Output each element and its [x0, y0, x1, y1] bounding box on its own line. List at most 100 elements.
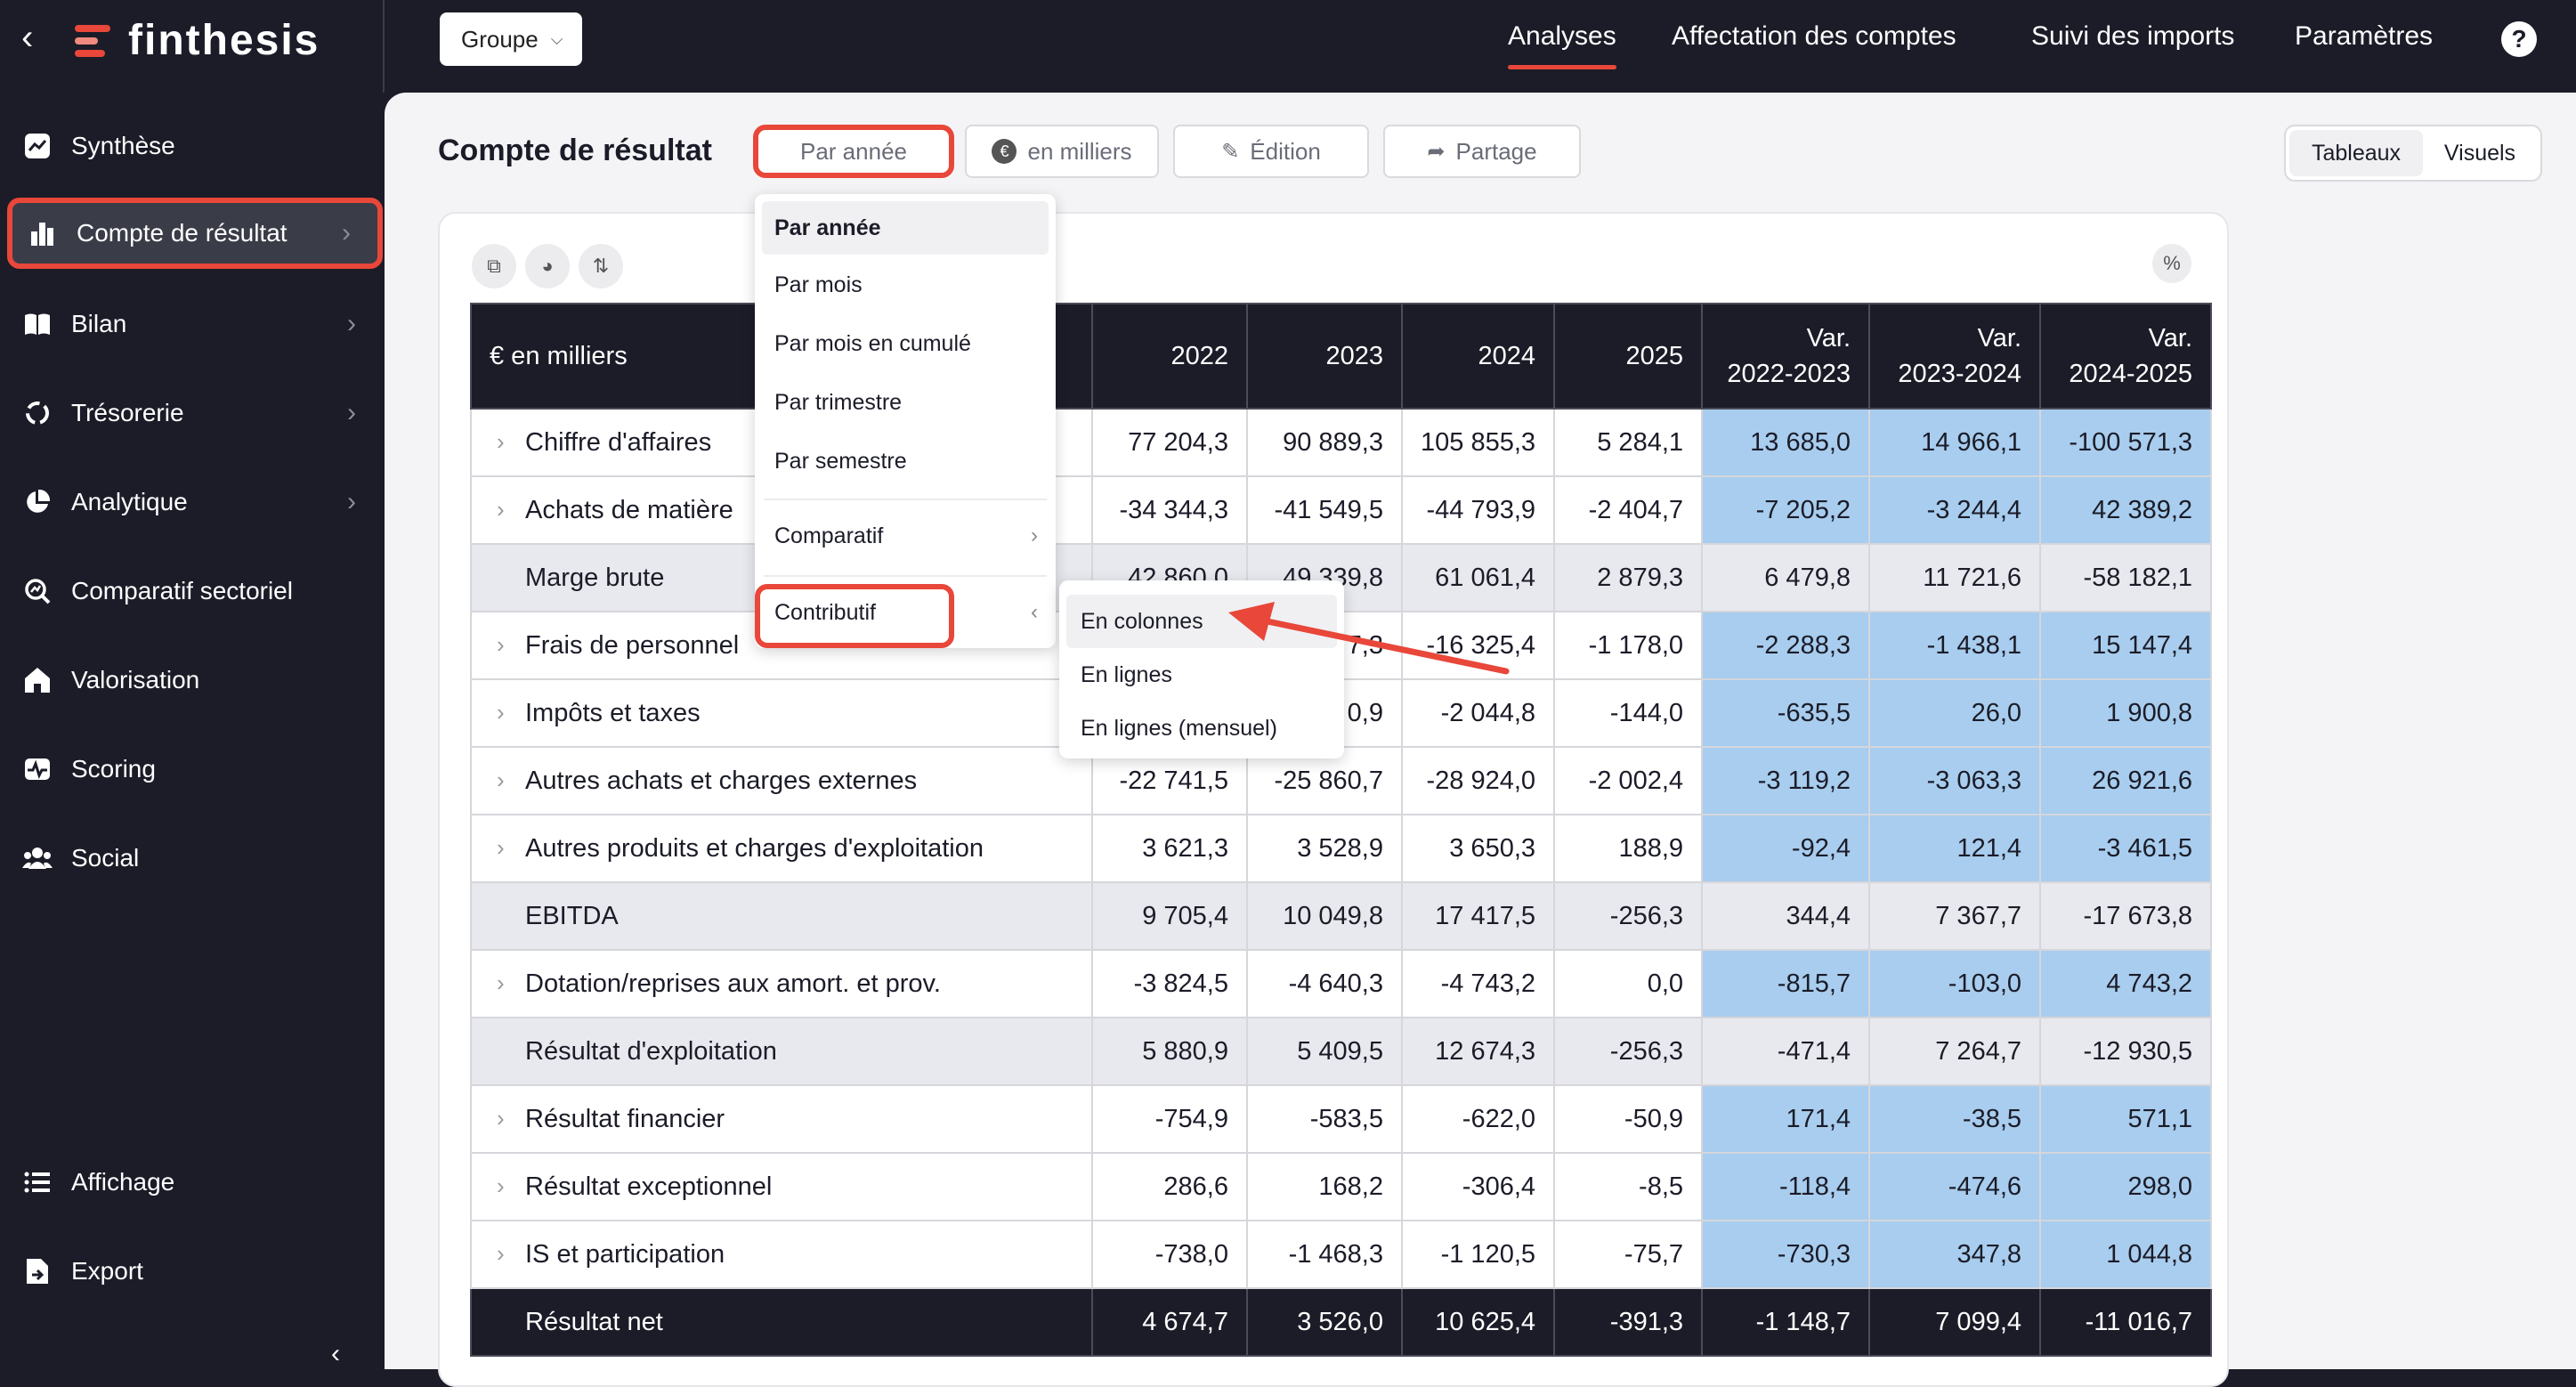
variation-cell: -12 930,5 — [2039, 1017, 2213, 1086]
units-button[interactable]: € en milliers — [965, 125, 1159, 178]
expand-chevron-icon[interactable]: › — [497, 833, 505, 861]
topnav-analyses[interactable]: Analyses — [1508, 21, 1616, 69]
group-select[interactable]: Groupe ⌵ — [440, 12, 582, 66]
collapse-sidebar-icon[interactable]: ‹ — [331, 1339, 340, 1368]
pulse-icon — [21, 753, 53, 785]
value-cell: 9 705,4 — [1091, 881, 1248, 951]
variation-cell: 14 966,1 — [1868, 408, 2042, 477]
sidebar-item-comparatif-sectoriel[interactable]: Comparatif sectoriel — [0, 556, 383, 627]
expand-chevron-icon[interactable]: › — [497, 1239, 505, 1267]
row-label[interactable]: › Autres produits et charges d'exploitati… — [470, 814, 1093, 883]
table-header-2023: 2023 — [1246, 303, 1403, 410]
row-label: EBITDA — [470, 881, 1093, 951]
row-label[interactable]: › Dotation/reprises aux amort. et prov. — [470, 949, 1093, 1018]
sort-icon[interactable]: ⇅ — [579, 244, 623, 288]
topnav-parametres[interactable]: Paramètres — [2295, 21, 2434, 51]
menu-item-contributif[interactable]: Contributif ‹ — [774, 599, 1038, 625]
expand-chevron-icon[interactable]: › — [497, 427, 505, 455]
row-label[interactable]: › Résultat financier — [470, 1084, 1093, 1154]
variation-cell: 7 367,7 — [1868, 881, 2042, 951]
table-header-var-2023-2024: Var. 2023-2024 — [1868, 303, 2042, 410]
row-label: Résultat net — [470, 1287, 1093, 1357]
table-row: › Chiffre d'affaires 77 204,3 90 889,3 105 8… — [470, 408, 2213, 477]
expand-chevron-icon[interactable]: › — [497, 1104, 505, 1132]
variation-cell: -474,6 — [1868, 1152, 2042, 1221]
table-row: › Résultat exceptionnel 286,6 168,2 -306,4 -8… — [470, 1152, 2213, 1221]
expand-chevron-icon[interactable]: › — [497, 630, 505, 658]
sidebar-item-label: Synthèse — [71, 132, 175, 159]
expand-chevron-icon[interactable]: › — [497, 495, 505, 523]
share-icon: ➦ — [1427, 139, 1446, 164]
variation-cell: -118,4 — [1701, 1152, 1871, 1221]
sidebar-item-affichage[interactable]: Affichage — [0, 1147, 383, 1218]
table-row: Résultat d'exploitation 5 880,9 5 409,5 12 … — [470, 1017, 2213, 1086]
value-cell: -50,9 — [1553, 1084, 1704, 1154]
expand-chevron-icon[interactable]: › — [497, 766, 505, 793]
sidebar-item-export[interactable]: Export — [0, 1236, 383, 1307]
variation-cell: 11 721,6 — [1868, 543, 2042, 612]
value-cell: 3 526,0 — [1246, 1287, 1403, 1357]
sidebar-item-scoring[interactable]: Scoring — [0, 734, 383, 805]
row-label[interactable]: › Impôts et taxes — [470, 678, 1093, 748]
edition-button[interactable]: ✎ Édition — [1173, 125, 1369, 178]
sidebar-item-valorisation[interactable]: Valorisation — [0, 645, 383, 716]
menu-item-par-semestre[interactable]: Par semestre — [774, 448, 907, 474]
share-button[interactable]: ➦ Partage — [1383, 125, 1581, 178]
toggle-visuels[interactable]: Visuels — [2443, 140, 2516, 166]
sidebar-item-compte-de-resultat[interactable]: Compte de résultat › — [7, 198, 383, 269]
expand-chevron-icon[interactable]: › — [497, 1172, 505, 1199]
variation-cell: 171,4 — [1701, 1084, 1871, 1154]
row-label[interactable]: › IS et participation — [470, 1220, 1093, 1289]
submenu-item-en-lignes[interactable]: En lignes — [1081, 661, 1172, 687]
expand-chevron-icon[interactable]: › — [497, 698, 505, 726]
value-cell: -4 743,2 — [1400, 949, 1556, 1018]
topnav-affectation-des-comptes[interactable]: Affectation des comptes — [1672, 21, 1956, 51]
menu-item-par-mois[interactable]: Par mois — [774, 272, 863, 297]
expand-chevron-icon[interactable]: › — [497, 969, 505, 996]
sidebar-item-analytique[interactable]: Analytique › — [0, 466, 383, 538]
sidebar-item-synthese[interactable]: Synthèse — [0, 110, 383, 182]
sidebar-item-label: Export — [71, 1257, 143, 1285]
row-label[interactable]: › Résultat exceptionnel — [470, 1152, 1093, 1221]
sidebar-item-label: Affichage — [71, 1168, 175, 1196]
variation-cell: -100 571,3 — [2039, 408, 2213, 477]
submenu-item-en-colonnes[interactable]: En colonnes — [1066, 595, 1337, 648]
menu-item-par-mois-en-cumule[interactable]: Par mois en cumulé — [774, 330, 971, 356]
value-cell: -1 120,5 — [1400, 1220, 1556, 1289]
sidebar-item-label: Scoring — [71, 755, 156, 783]
pie-chart-icon — [21, 486, 53, 518]
value-cell: 3 621,3 — [1091, 814, 1248, 883]
topnav-suivi-des-imports[interactable]: Suivi des imports — [2031, 21, 2235, 51]
variation-cell: 6 479,8 — [1701, 543, 1871, 612]
menu-item-par-trimestre[interactable]: Par trimestre — [774, 389, 903, 415]
menu-item-par-annee[interactable]: Par année — [762, 201, 1049, 255]
value-cell: -1 468,3 — [1246, 1220, 1403, 1289]
copy-icon[interactable]: ⧉ — [472, 244, 516, 288]
table-row: › IS et participation -738,0 -1 468,3 -1 120… — [470, 1220, 2213, 1289]
period-button[interactable]: Par année — [753, 125, 954, 178]
toggle-tableaux[interactable]: Tableaux — [2289, 130, 2423, 176]
row-label[interactable]: › Autres achats et charges externes — [470, 746, 1093, 815]
value-cell: -306,4 — [1400, 1152, 1556, 1221]
variation-cell: 344,4 — [1701, 881, 1871, 951]
submenu-item-en-lignes-mensuel[interactable]: En lignes (mensuel) — [1081, 715, 1277, 741]
sidebar-item-social[interactable]: Social — [0, 823, 383, 894]
chevron-right-icon: › — [342, 218, 351, 247]
percent-toggle[interactable]: % — [2152, 244, 2191, 283]
menu-item-comparatif[interactable]: Comparatif › — [774, 523, 1038, 548]
value-cell: -256,3 — [1553, 1017, 1704, 1086]
back-chevron-icon[interactable]: ‹ — [21, 18, 34, 57]
variation-cell: -58 182,1 — [2039, 543, 2213, 612]
variation-cell: -1 148,7 — [1701, 1287, 1871, 1357]
chart-toggle-icon[interactable]: ◕ — [525, 244, 570, 288]
sidebar-item-label: Trésorerie — [71, 399, 184, 426]
value-cell: 10 049,8 — [1246, 881, 1403, 951]
sidebar-item-tresorerie[interactable]: Trésorerie › — [0, 377, 383, 449]
value-cell: -144,0 — [1553, 678, 1704, 748]
value-cell: 5 880,9 — [1091, 1017, 1248, 1086]
value-cell: 168,2 — [1246, 1152, 1403, 1221]
value-cell: 12 674,3 — [1400, 1017, 1556, 1086]
table-row: EBITDA 9 705,4 10 049,8 17 417,5 -256,3 344,4… — [470, 881, 2213, 951]
help-icon[interactable]: ? — [2501, 21, 2537, 57]
sidebar-item-bilan[interactable]: Bilan › — [0, 288, 383, 360]
